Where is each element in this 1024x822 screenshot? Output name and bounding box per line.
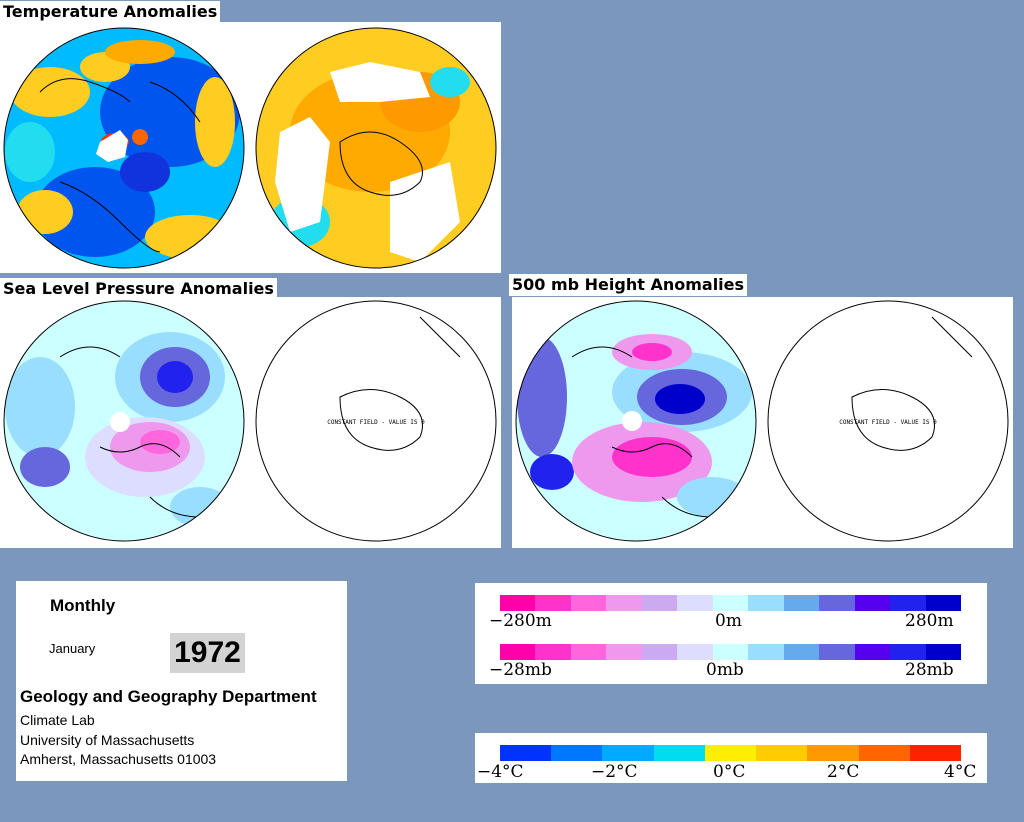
pressure-color-swatch (570, 644, 607, 660)
height-color-swatch (570, 595, 607, 611)
year-label: 1972 (170, 633, 245, 673)
month-label: January (49, 641, 96, 656)
height-legend-min: −280m (489, 611, 552, 631)
address-label: Amherst, Massachusetts 01003 (20, 751, 217, 767)
department-label: Geology and Geography Department (20, 687, 317, 706)
temperature-color-swatch (756, 745, 808, 761)
temp-legend-zero: 0°C (713, 762, 746, 782)
pressure-color-swatch (535, 644, 571, 660)
temp-legend-plus4: 4°C (944, 762, 977, 782)
height-color-swatch (783, 595, 820, 611)
pressure-color-swatch (606, 644, 642, 660)
pressure-color-swatch (854, 644, 891, 660)
height-color-swatch (890, 595, 926, 611)
pressure-color-swatch (819, 644, 855, 660)
height-color-bar (500, 595, 962, 611)
temperature-color-swatch (909, 745, 961, 761)
university-label: University of Massachusetts (20, 732, 195, 748)
pressure-color-swatch (712, 644, 749, 660)
pressure-color-bar (500, 644, 962, 660)
height-color-swatch (712, 595, 749, 611)
temperature-color-bar (500, 745, 961, 761)
nh-slp-globe (4, 301, 244, 541)
period-label: Monthly (50, 596, 116, 615)
pressure-color-swatch (748, 644, 784, 660)
sh-slp-globe (255, 300, 497, 542)
nh-temperature-globe (4, 28, 244, 268)
pressure-color-swatch (783, 644, 820, 660)
height-color-swatch (606, 595, 642, 611)
temperature-map-panel (0, 22, 501, 273)
height-color-swatch (500, 595, 536, 611)
info-box: Monthly January 1972 Geology and Geograp… (16, 581, 347, 781)
sh-temperature-globe (256, 28, 496, 268)
height-constant-field-label: CONSTANT FIELD - VALUE IS 0 (839, 419, 937, 426)
pressure-height-legend: −280m 0m 280m −28mb 0mb 28mb (475, 583, 987, 684)
pressure-color-swatch (500, 644, 536, 660)
slp-map-panel: CONSTANT FIELD - VALUE IS 0 (0, 297, 501, 548)
temp-legend-minus4: −4°C (477, 762, 524, 782)
pressure-color-swatch (641, 644, 678, 660)
temp-legend-plus2: 2°C (827, 762, 860, 782)
height-color-swatch (854, 595, 891, 611)
temperature-color-swatch (807, 745, 859, 761)
pressure-legend-min: −28mb (489, 660, 552, 680)
height-color-swatch (641, 595, 678, 611)
pressure-color-swatch (890, 644, 926, 660)
temperature-color-swatch (653, 745, 705, 761)
height-color-swatch (535, 595, 571, 611)
temperature-color-swatch (602, 745, 654, 761)
lab-label: Climate Lab (20, 712, 95, 728)
height-color-swatch (925, 595, 962, 611)
sh-height-globe (767, 300, 1009, 542)
temperature-color-swatch (858, 745, 910, 761)
height-color-swatch (677, 595, 713, 611)
temperature-legend: −4°C −2°C 0°C 2°C 4°C (475, 733, 987, 783)
pressure-color-swatch (925, 644, 962, 660)
temperature-anomalies-title: Temperature Anomalies (0, 1, 221, 23)
height-color-swatch (748, 595, 784, 611)
temp-legend-minus2: −2°C (591, 762, 638, 782)
slp-constant-field-label: CONSTANT FIELD - VALUE IS 0 (327, 419, 425, 426)
height-map-panel: CONSTANT FIELD - VALUE IS 0 (512, 297, 1013, 548)
height-legend-max: 280m (905, 611, 954, 631)
temperature-color-swatch (500, 745, 552, 761)
pressure-legend-zero: 0mb (706, 660, 744, 680)
height-color-swatch (819, 595, 855, 611)
height-anomalies-title: 500 mb Height Anomalies (509, 274, 748, 296)
temperature-color-swatch (551, 745, 603, 761)
slp-anomalies-title: Sea Level Pressure Anomalies (0, 278, 277, 300)
temperature-color-swatch (704, 745, 757, 761)
pressure-color-swatch (677, 644, 713, 660)
pressure-legend-max: 28mb (905, 660, 954, 680)
height-legend-zero: 0m (715, 611, 742, 631)
nh-height-globe (516, 301, 756, 541)
